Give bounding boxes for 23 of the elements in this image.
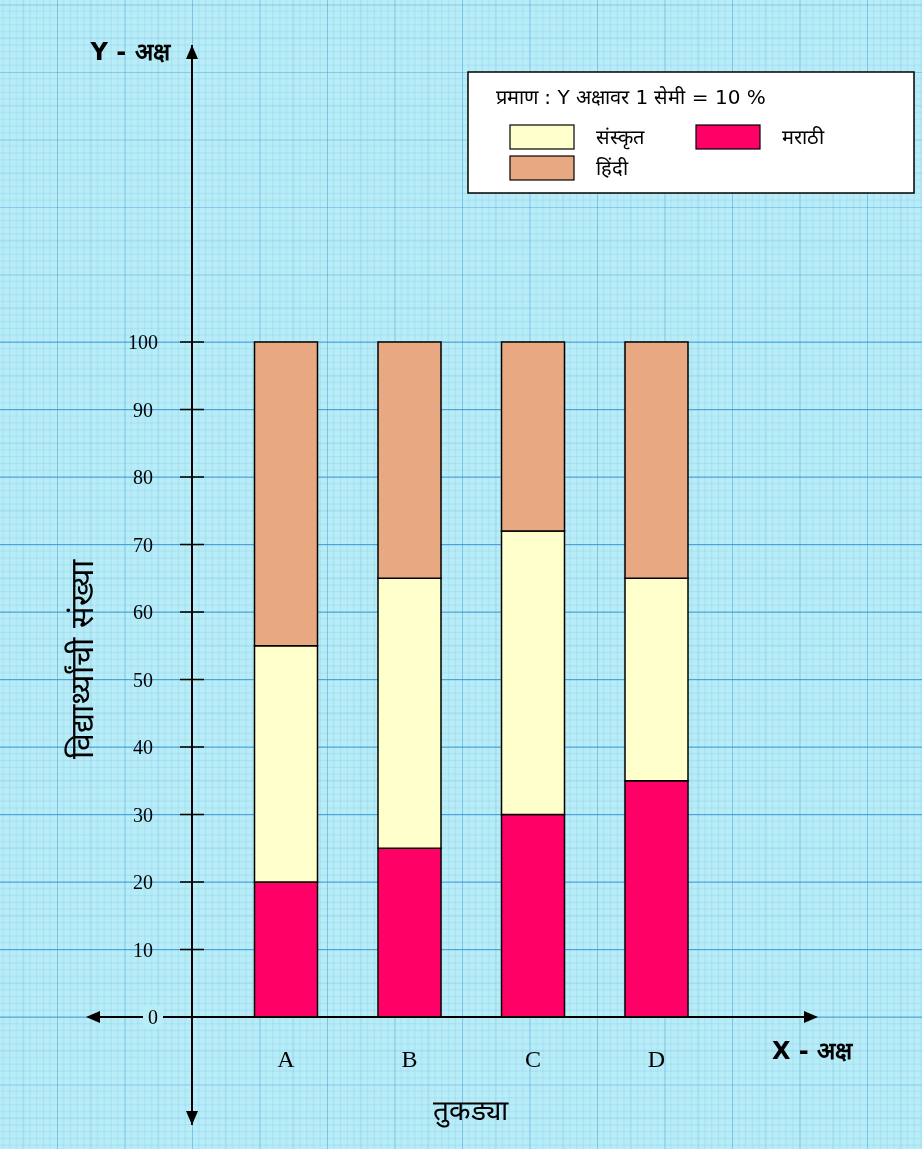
y-tick-label: 40 <box>133 736 153 758</box>
legend-title: प्रमाण : Y अक्षावर 1 सेमी = 10 % <box>496 85 766 109</box>
y-tick-label: 70 <box>133 533 153 556</box>
x-tick-label: B <box>401 1046 418 1072</box>
y-tick-label: 50 <box>133 668 153 691</box>
text: Y - अक्ष <box>89 38 171 66</box>
y-tick-label: 60 <box>133 601 153 623</box>
x-tick-label: C <box>524 1046 542 1072</box>
y-tick-label: 30 <box>133 803 153 826</box>
y-tick-label: 0 <box>148 1006 158 1028</box>
legend-label: संस्कृत <box>596 125 645 150</box>
y-tick-label: 100 <box>128 331 158 353</box>
y-tick-label: 20 <box>133 871 153 893</box>
y-tick-label: 10 <box>133 938 153 961</box>
legend-label: मराठी <box>782 125 825 149</box>
legend-label: हिंदी <box>596 156 629 180</box>
y-tick-label: 80 <box>133 466 153 488</box>
x-tick-label: A <box>277 1046 296 1072</box>
y-axis-title: विद्यार्थ्यांची संख्या <box>63 558 101 760</box>
y-tick-label: 90 <box>133 398 153 421</box>
x-tick-label: D <box>647 1046 666 1072</box>
text: X - अक्ष <box>771 1037 854 1065</box>
x-axis-title: तुकड्या <box>432 1094 509 1128</box>
